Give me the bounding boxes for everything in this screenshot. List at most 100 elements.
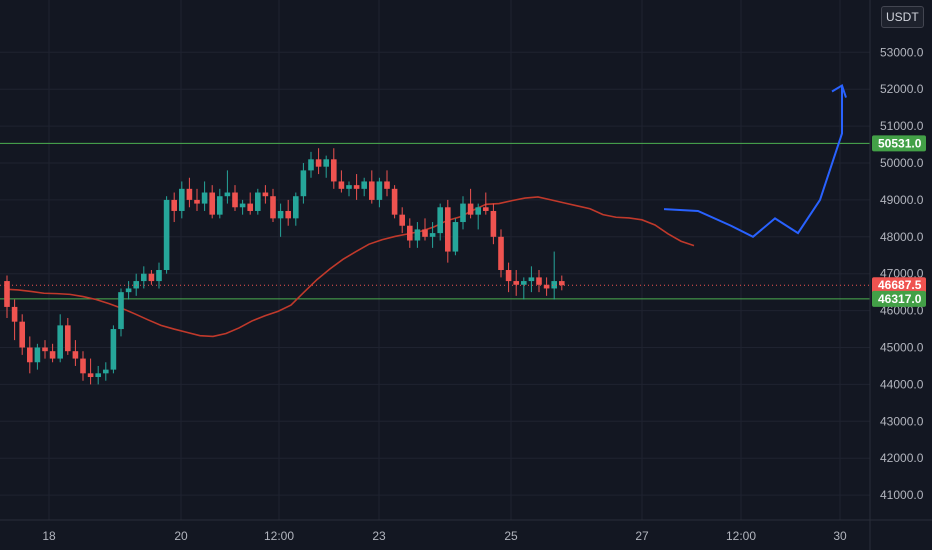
horizontal-levels[interactable] — [0, 142, 870, 300]
candle[interactable] — [171, 192, 177, 223]
support-badge-bg — [872, 290, 926, 307]
candle[interactable] — [11, 299, 18, 341]
candle[interactable] — [49, 343, 56, 363]
candle[interactable] — [391, 185, 398, 219]
candle[interactable] — [19, 314, 25, 355]
candle[interactable] — [186, 177, 193, 208]
candle[interactable] — [27, 336, 33, 374]
candle[interactable] — [72, 340, 79, 366]
candle-body — [521, 281, 527, 285]
candle[interactable] — [483, 192, 489, 215]
candle[interactable] — [498, 229, 504, 278]
candle-body — [95, 373, 101, 378]
candle[interactable] — [277, 203, 284, 237]
projection-path[interactable] — [663, 85, 843, 238]
candle[interactable] — [559, 275, 565, 291]
moving-average-layer — [4, 196, 695, 338]
candle[interactable] — [300, 163, 307, 204]
candle[interactable] — [118, 288, 124, 337]
candle[interactable] — [551, 251, 557, 300]
candle-body — [429, 233, 436, 237]
candle-body — [399, 214, 405, 226]
candle[interactable] — [232, 185, 238, 211]
price-tick-label: 42000.0 — [880, 451, 924, 465]
candle[interactable] — [346, 181, 352, 197]
projection-arrowhead[interactable] — [831, 84, 847, 98]
candle[interactable] — [239, 199, 246, 215]
candle-body — [118, 292, 124, 330]
candle[interactable] — [467, 188, 474, 219]
candle[interactable] — [369, 170, 375, 204]
candle[interactable] — [323, 155, 329, 178]
candle-body — [232, 192, 238, 208]
candle[interactable] — [384, 170, 390, 197]
candle[interactable] — [110, 325, 117, 374]
candle[interactable] — [429, 222, 436, 248]
candle[interactable] — [452, 218, 459, 256]
candle[interactable] — [407, 218, 413, 248]
candle[interactable] — [361, 177, 367, 197]
candle[interactable] — [505, 262, 512, 293]
candle-body — [467, 203, 474, 215]
candle-body — [445, 207, 451, 252]
candle[interactable] — [179, 181, 185, 219]
candle[interactable] — [536, 270, 542, 293]
candle[interactable] — [141, 266, 147, 289]
candle[interactable] — [42, 340, 48, 359]
candle[interactable] — [103, 362, 109, 381]
candle[interactable] — [217, 188, 223, 219]
candle[interactable] — [315, 148, 322, 175]
candle[interactable] — [156, 262, 162, 289]
candle-body — [141, 273, 147, 282]
candle[interactable] — [445, 199, 451, 263]
candle[interactable] — [201, 181, 208, 211]
candle[interactable] — [262, 185, 269, 204]
candle[interactable] — [95, 365, 101, 385]
candle[interactable] — [475, 203, 481, 230]
candle[interactable] — [528, 266, 535, 293]
time-axis[interactable]: 18 20 12:00 23 25 27 12:00 30 — [42, 529, 847, 543]
candle-body — [331, 159, 337, 182]
candle[interactable] — [125, 281, 132, 300]
candle[interactable] — [87, 358, 94, 385]
candle-body — [239, 203, 246, 208]
candle[interactable] — [148, 270, 155, 285]
candle-body — [414, 229, 421, 241]
currency-selector[interactable]: USDT — [881, 6, 924, 28]
candle[interactable] — [543, 277, 550, 296]
candle[interactable] — [285, 199, 291, 226]
candle[interactable] — [338, 170, 345, 193]
price-tick-label: 43000.0 — [880, 414, 924, 428]
candle[interactable] — [209, 185, 215, 219]
candle[interactable] — [331, 148, 337, 189]
candle[interactable] — [65, 317, 71, 355]
candles-layer[interactable] — [4, 148, 565, 385]
candle[interactable] — [460, 196, 466, 230]
candle[interactable] — [414, 222, 421, 248]
candle[interactable] — [270, 188, 276, 223]
candle[interactable] — [308, 151, 314, 178]
candle[interactable] — [399, 207, 405, 234]
projection-layer[interactable] — [663, 84, 847, 238]
candle[interactable] — [513, 270, 519, 296]
candle[interactable] — [80, 351, 86, 381]
candle[interactable] — [34, 343, 41, 370]
candle[interactable] — [163, 196, 170, 274]
candle[interactable] — [376, 177, 383, 208]
candle[interactable] — [255, 188, 261, 215]
candle[interactable] — [437, 203, 443, 241]
candle-body — [65, 325, 71, 352]
candle[interactable] — [293, 192, 299, 226]
candle[interactable] — [247, 192, 253, 215]
candle[interactable] — [194, 188, 200, 211]
candle[interactable] — [422, 218, 428, 241]
candle[interactable] — [521, 277, 527, 300]
candle[interactable] — [57, 314, 63, 363]
candle[interactable] — [353, 174, 360, 200]
candle[interactable] — [490, 203, 497, 245]
candle[interactable] — [224, 170, 231, 204]
price-axis[interactable]: 41000.0 42000.0 43000.0 44000.0 45000.0 46000… — [880, 45, 924, 502]
time-tick-label: 20 — [174, 529, 188, 543]
candle[interactable] — [4, 275, 10, 318]
